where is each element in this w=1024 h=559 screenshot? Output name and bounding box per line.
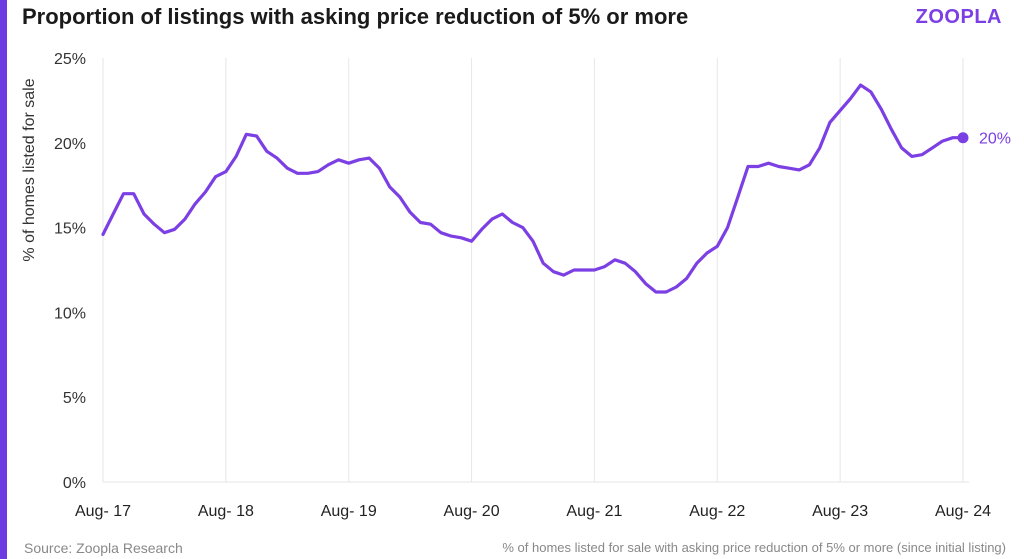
- end-point-marker: [957, 132, 969, 144]
- y-tick-label: 10%: [54, 305, 86, 322]
- source-note: Source: Zoopla Research: [24, 540, 183, 556]
- x-tick-label: Aug- 18: [198, 503, 254, 520]
- x-tick-label: Aug- 19: [321, 503, 377, 520]
- x-gridlines: [102, 58, 964, 482]
- x-tick-label: Aug- 17: [75, 503, 131, 520]
- end-label-group: 20%: [957, 131, 1011, 148]
- end-value-label: 20%: [979, 131, 1011, 148]
- accent-bar: [0, 0, 7, 559]
- series-group: [101, 83, 965, 294]
- x-tick-label: Aug- 20: [444, 503, 500, 520]
- series-line: [101, 83, 965, 294]
- series-description: % of homes listed for sale with asking p…: [502, 540, 1006, 555]
- x-tick-labels: Aug- 17 Aug- 18 Aug- 19 Aug- 20 Aug- 21 Aug- …: [75, 503, 991, 520]
- y-tick-label: 20%: [54, 136, 86, 153]
- x-tick-label: Aug- 23: [812, 503, 868, 520]
- x-tick-label: Aug- 21: [566, 503, 622, 520]
- y-tick-label: 15%: [54, 221, 86, 238]
- y-tick-label: 25%: [54, 51, 86, 68]
- y-tick-labels: 0% 5% 10% 15% 20% 25%: [54, 51, 86, 492]
- y-tick-label: 5%: [63, 390, 86, 407]
- y-tick-label: 0%: [63, 475, 86, 492]
- x-tick-label: Aug- 22: [689, 503, 745, 520]
- chart-title: Proportion of listings with asking price…: [22, 4, 689, 29]
- x-tick-label: Aug- 24: [935, 503, 991, 520]
- zoopla-logo: ZOOPLA: [915, 6, 1002, 28]
